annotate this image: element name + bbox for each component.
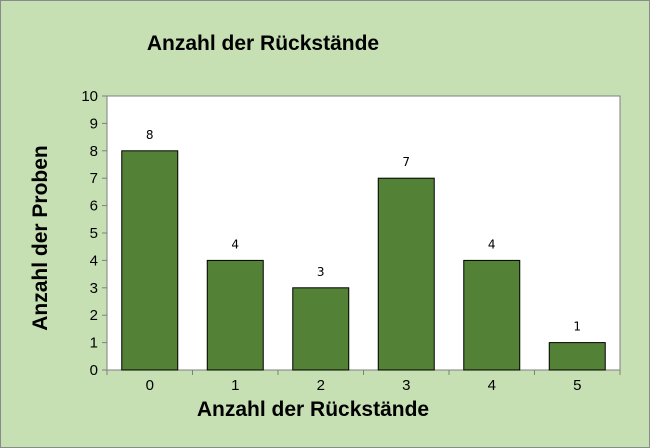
y-tick-label: 7	[90, 170, 98, 187]
data-label: 8	[146, 128, 154, 142]
y-tick-label: 8	[90, 143, 98, 160]
bar	[121, 150, 179, 371]
data-label: 1	[573, 320, 581, 334]
y-tick-label: 4	[90, 252, 98, 269]
y-tick-label: 3	[90, 280, 98, 297]
y-tick-label: 0	[90, 362, 98, 379]
data-label: 3	[317, 265, 325, 279]
x-tick-label: 1	[231, 377, 239, 394]
y-axis: 0 1 2 3 4 5 6 7 8 9 10	[81, 88, 107, 379]
bar-series	[121, 150, 606, 371]
x-tick-label: 3	[402, 377, 410, 394]
bar	[377, 177, 435, 371]
data-labels: 8 4 3 7 4 1	[146, 128, 581, 334]
x-axis-title: Anzahl der Rückstände	[197, 398, 429, 421]
y-tick-label: 10	[81, 88, 98, 105]
y-axis-title: Anzahl der Proben	[29, 145, 52, 331]
bar	[292, 287, 350, 371]
y-tick-label: 6	[90, 198, 98, 215]
data-label: 4	[488, 237, 496, 251]
x-tick-label: 4	[488, 377, 496, 394]
x-tick-label: 2	[317, 377, 325, 394]
y-tick-label: 5	[90, 225, 98, 242]
x-tick-label: 5	[573, 377, 581, 394]
chart-title: Anzahl der Rückstände	[147, 32, 379, 55]
y-tick-label: 1	[90, 335, 98, 352]
x-tick-label: 0	[146, 377, 154, 394]
bar	[463, 259, 521, 371]
y-tick-label: 2	[90, 307, 98, 324]
bar	[206, 259, 264, 371]
data-label: 7	[402, 155, 410, 169]
y-tick-label: 9	[90, 115, 98, 132]
bar	[548, 342, 606, 371]
x-axis: 0 1 2 3 4 5	[106, 370, 621, 394]
data-label: 4	[231, 237, 239, 251]
plot-area	[106, 95, 621, 371]
